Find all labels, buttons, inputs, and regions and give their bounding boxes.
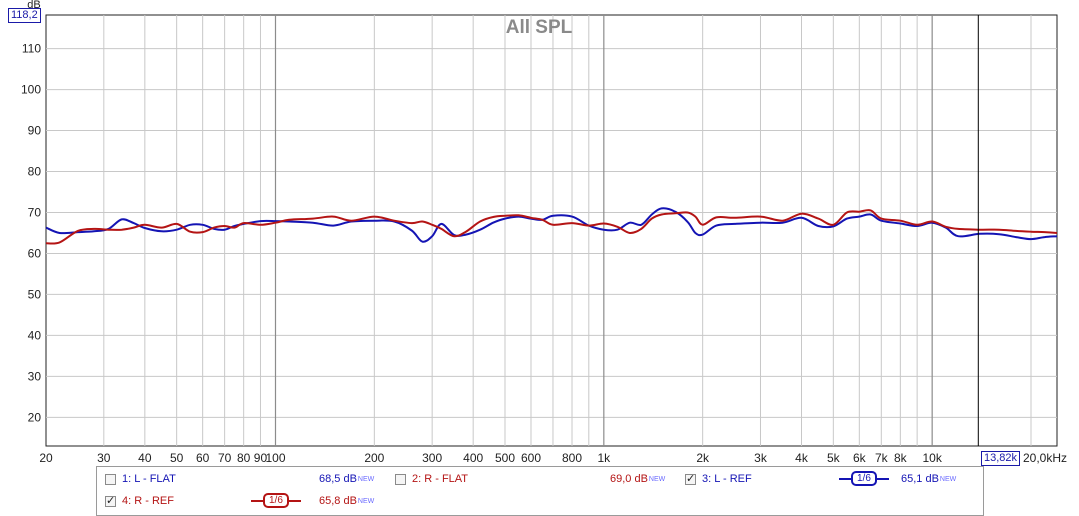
- chart-title: All SPL: [506, 17, 573, 38]
- legend-4-smoothing-label: 1/6: [263, 493, 289, 508]
- x-tick-4000: 4k: [795, 451, 809, 465]
- x-tick-10000: 10k: [922, 451, 942, 465]
- legend-2-checkbox[interactable]: [395, 473, 406, 485]
- legend-2-label: 2: R - FLAT: [412, 473, 469, 485]
- x-tick-6000: 6k: [853, 451, 867, 465]
- x-tick-400: 400: [463, 451, 483, 465]
- y-tick-labels: 20 30 40 50 60 70 80 90 100 110: [21, 42, 41, 425]
- legend-2-value: 69,0 dB: [610, 473, 648, 485]
- y-tick-30: 30: [28, 369, 42, 383]
- legend-3-swatch-left: [839, 477, 851, 480]
- legend-4-tag: NEW: [357, 497, 375, 505]
- legend-item-3-value: 65,1 dB NEW: [901, 473, 956, 485]
- legend-4-label: 4: R - REF: [122, 495, 174, 507]
- x-tick-70: 70: [218, 451, 232, 465]
- x-tick-80: 80: [237, 451, 251, 465]
- legend-2-tag: NEW: [648, 475, 666, 483]
- legend-item-1[interactable]: 1: L - FLAT: [105, 473, 176, 485]
- x-tick-7000: 7k: [875, 451, 889, 465]
- y-tick-50: 50: [28, 287, 42, 301]
- legend-3-swatch-right: [876, 477, 889, 480]
- legend-item-2[interactable]: 2: R - FLAT: [395, 473, 468, 485]
- x-tick-300: 300: [422, 451, 442, 465]
- x-tick-30: 30: [97, 451, 111, 465]
- x-tick-90: 90: [254, 451, 268, 465]
- y-tick-20: 20: [28, 410, 42, 424]
- x-tick-20: 20: [39, 451, 53, 465]
- legend-1-value: 68,5 dB: [319, 473, 357, 485]
- y-tick-80: 80: [28, 165, 42, 179]
- legend-panel: 1: L - FLAT 68,5 dB NEW 2: R - FLAT 69,0 …: [96, 466, 984, 516]
- x-tick-200: 200: [364, 451, 384, 465]
- cursor-y-readout[interactable]: 118,2: [8, 8, 41, 23]
- legend-3-smoothing[interactable]: 1/6: [839, 471, 889, 486]
- legend-1-tag: NEW: [357, 475, 375, 483]
- legend-item-1-value: 68,5 dB NEW: [319, 473, 374, 485]
- legend-item-4-value: 65,8 dB NEW: [319, 495, 374, 507]
- legend-4-value: 65,8 dB: [319, 495, 357, 507]
- legend-4-smoothing[interactable]: 1/6: [251, 493, 301, 508]
- x-tick-800: 800: [562, 451, 582, 465]
- data-series: [45, 207, 1058, 245]
- x-tick-5000: 5k: [827, 451, 841, 465]
- y-tick-100: 100: [21, 83, 41, 97]
- x-tick-600: 600: [521, 451, 541, 465]
- legend-3-checkbox[interactable]: [685, 472, 696, 485]
- legend-3-tag: NEW: [939, 475, 957, 483]
- x-tick-3000: 3k: [754, 451, 768, 465]
- x-tick-2000: 2k: [696, 451, 710, 465]
- legend-3-value: 65,1 dB: [901, 473, 939, 485]
- x-tick-8000: 8k: [894, 451, 908, 465]
- y-tick-40: 40: [28, 328, 42, 342]
- x-tick-50: 50: [170, 451, 184, 465]
- cursor-x-readout[interactable]: 13,82k: [981, 451, 1021, 466]
- legend-3-smoothing-label: 1/6: [851, 471, 877, 486]
- y-tick-90: 90: [28, 124, 42, 138]
- legend-4-swatch-left: [251, 499, 263, 502]
- y-tick-110: 110: [22, 42, 41, 56]
- y-axis-unit: dB: [27, 0, 40, 11]
- y-tick-70: 70: [28, 205, 42, 219]
- legend-3-label: 3: L - REF: [702, 473, 752, 485]
- x-tick-100: 100: [265, 451, 285, 465]
- legend-item-3[interactable]: 3: L - REF: [685, 472, 752, 485]
- plot-area: [45, 14, 1058, 447]
- legend-4-swatch-right: [288, 499, 301, 502]
- legend-4-checkbox[interactable]: [105, 494, 116, 507]
- legend-1-label: 1: L - FLAT: [122, 473, 176, 485]
- x-tick-60: 60: [196, 451, 210, 465]
- y-tick-60: 60: [28, 246, 42, 260]
- x-tick-20000: 20,0kHz: [1023, 451, 1067, 465]
- x-tick-40: 40: [138, 451, 152, 465]
- legend-1-checkbox[interactable]: [105, 473, 116, 485]
- legend-item-4[interactable]: 4: R - REF: [105, 494, 174, 507]
- legend-item-2-value: 69,0 dB NEW: [610, 473, 665, 485]
- series-line-4: [45, 209, 1058, 245]
- x-tick-500: 500: [495, 451, 515, 465]
- x-tick-1000: 1k: [597, 451, 611, 465]
